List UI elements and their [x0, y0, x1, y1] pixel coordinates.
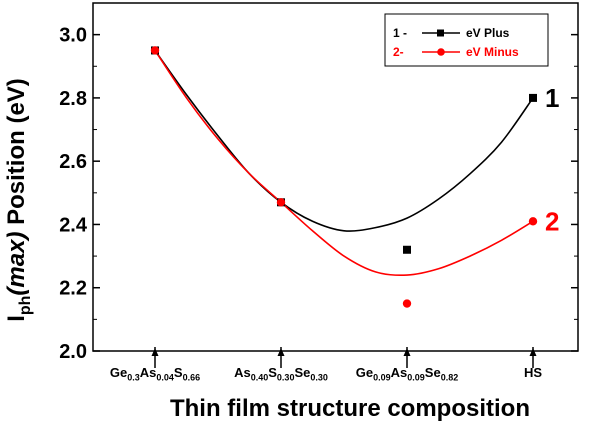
x-tick-arrowhead [529, 348, 537, 356]
legend: 1 - eV Plus 2- eV Minus [384, 13, 549, 67]
data-point-series-2 [150, 46, 160, 55]
data-points [150, 46, 538, 308]
y-tick-label: 2.2 [59, 278, 87, 300]
series-end-label-1: 1 [545, 83, 559, 113]
data-point-series-2 [402, 299, 412, 308]
y-axis: 2.0 2.2 2.4 2.6 2.8 3.0 [59, 25, 578, 363]
legend-label: eV Minus [466, 45, 519, 59]
series-end-labels: 12 [545, 83, 559, 236]
y-axis-title: Iph(max) Position (eV) [3, 78, 34, 322]
legend-label: eV Plus [466, 26, 510, 40]
plot-frame [92, 2, 579, 352]
data-point-series-1 [403, 245, 411, 254]
y-tick-label: 3.0 [59, 25, 87, 47]
y-tick-label: 2.6 [59, 151, 87, 173]
x-axis-title: Thin film structure composition [169, 395, 530, 422]
data-point-series-2 [276, 198, 286, 207]
data-point-series-2 [528, 217, 538, 226]
x-tick-label: Ge0.09As0.09Se0.82 [355, 365, 459, 383]
data-point-series-1 [529, 93, 537, 102]
series-end-label-2: 2 [545, 206, 559, 236]
x-tick-label: As0.40S0.30Se0.30 [234, 365, 328, 383]
x-axis [151, 347, 537, 368]
legend-box [384, 13, 549, 67]
x-tick-arrowhead [277, 348, 285, 356]
y-tick-label: 2.8 [59, 88, 87, 110]
fit-curve-1 [154, 49, 534, 232]
x-tick-label: Ge0.3As0.04S0.66 [109, 365, 201, 383]
x-tick-label: HS [523, 365, 543, 380]
fit-curves [154, 49, 534, 277]
x-tick-arrowhead [151, 348, 159, 356]
legend-marker [437, 48, 445, 56]
y-tick-label: 2.0 [59, 341, 87, 363]
fit-curve-2 [154, 50, 534, 277]
y-tick-label: 2.4 [59, 214, 88, 236]
legend-marker [437, 29, 444, 37]
plot-border [92, 2, 579, 352]
legend-prefix: 1 - [393, 26, 407, 40]
x-tick-arrowhead [403, 348, 411, 356]
legend-prefix: 2- [393, 45, 404, 59]
